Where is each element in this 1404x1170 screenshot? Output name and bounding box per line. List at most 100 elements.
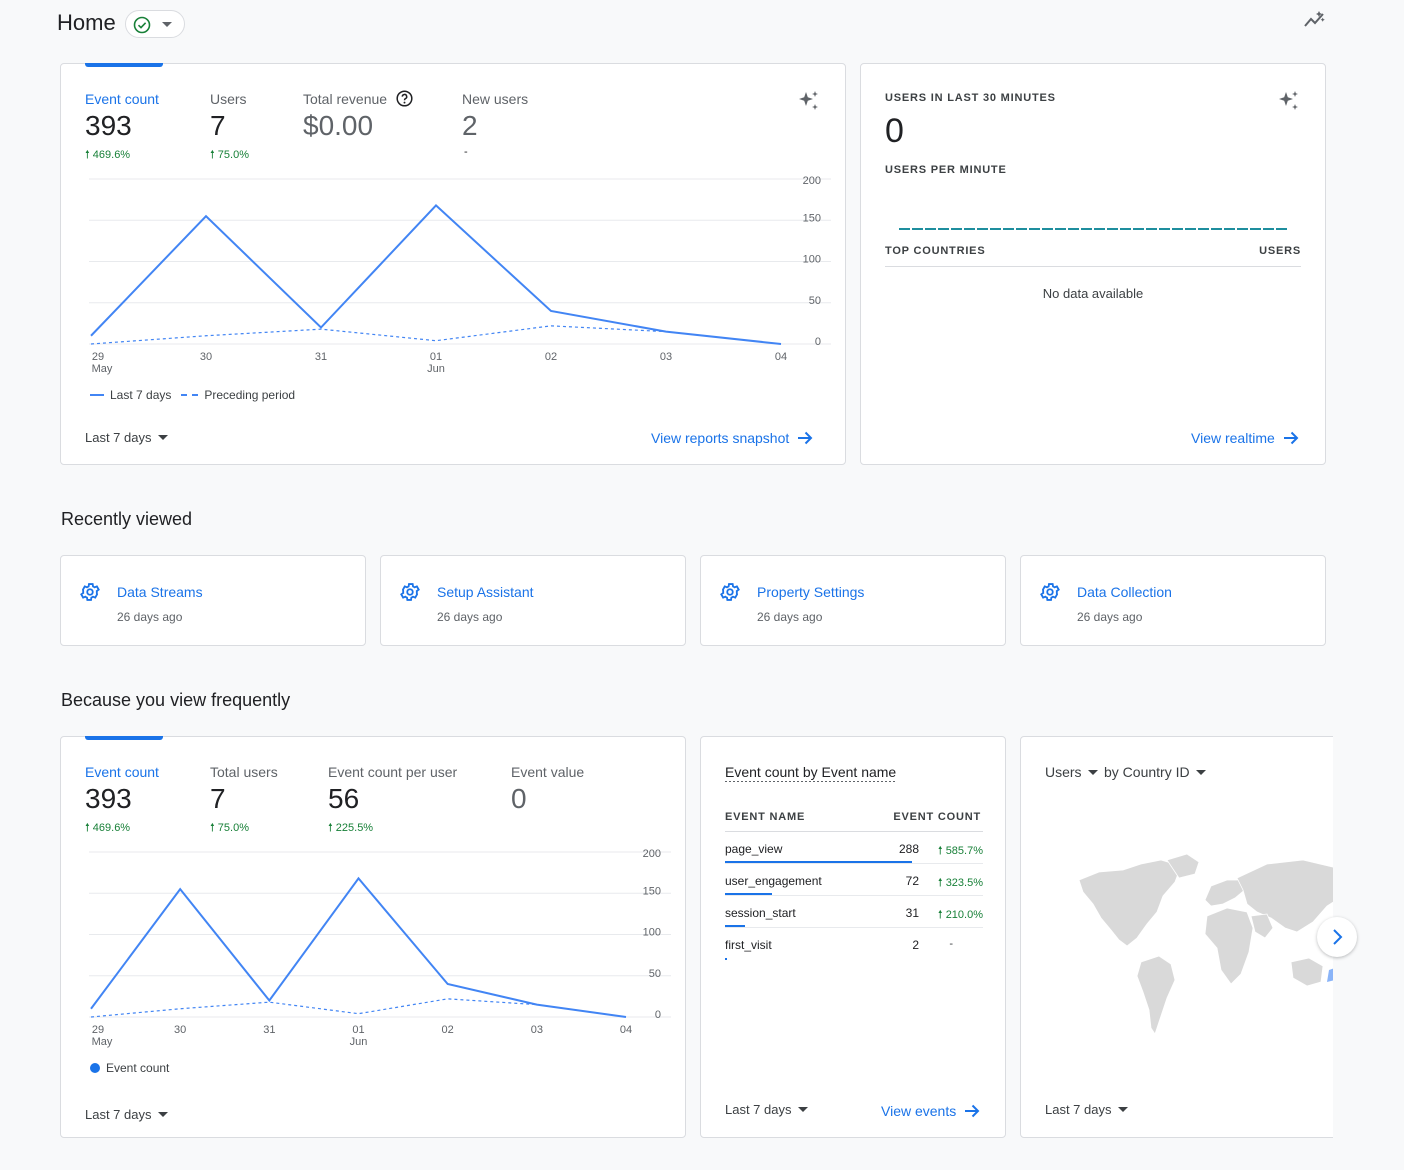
- recent-item-time: 26 days ago: [437, 610, 503, 624]
- event-count: 2: [912, 938, 919, 952]
- x-tick-label: 04: [620, 1024, 632, 1036]
- y-tick-label: 0: [655, 1009, 661, 1021]
- event-change: 🠕 210.0%: [937, 909, 983, 921]
- carousel-next-button[interactable]: [1317, 917, 1357, 957]
- users-by-country-card: Users by Country ID Last 7 days: [1020, 736, 1333, 1138]
- table-row[interactable]: first_visit 2 -: [725, 928, 983, 960]
- realtime-card: USERS IN LAST 30 MINUTES 0 USERS PER MIN…: [860, 63, 1326, 465]
- event-count: 72: [905, 874, 919, 888]
- event-change: -: [949, 938, 953, 950]
- series-line-previous: [90, 325, 782, 345]
- event-count: 31: [905, 906, 919, 920]
- users-column-header: USERS: [1259, 245, 1301, 257]
- page-title: Home: [57, 10, 116, 35]
- chart-legend: Event count: [90, 1061, 169, 1075]
- chevron-right-icon: [1333, 929, 1343, 945]
- event-change: 🠕 323.5%: [937, 877, 983, 889]
- sparkle-icon[interactable]: [797, 89, 821, 113]
- recent-item-time: 26 days ago: [117, 610, 183, 624]
- y-tick-label: 100: [803, 254, 821, 266]
- event-share-bar: [725, 925, 745, 927]
- x-tick-label: 02: [545, 351, 557, 363]
- event-share-bar: [725, 958, 727, 960]
- users-per-minute-label: USERS PER MINUTE: [885, 164, 1007, 176]
- y-tick-label: 50: [649, 968, 661, 980]
- legend-dashed-swatch: [181, 394, 199, 396]
- recent-item-title: Data Streams: [117, 584, 203, 600]
- recent-item-data-streams[interactable]: Data Streams 26 days ago: [60, 555, 366, 646]
- frequent-section-title: Because you view frequently: [61, 690, 291, 710]
- x-tick-label: 29: [92, 1024, 104, 1036]
- event-name: page_view: [725, 842, 783, 856]
- x-tick-label: 29: [92, 351, 104, 363]
- x-tick-label: Jun: [427, 363, 445, 375]
- view-events-link[interactable]: View events: [881, 1103, 980, 1119]
- realtime-title: USERS IN LAST 30 MINUTES: [885, 92, 1056, 104]
- table-row[interactable]: page_view 288 🠕 585.7%: [725, 832, 983, 864]
- events-card-title: Event count by Event name: [725, 764, 897, 782]
- no-data-text: No data available: [1042, 286, 1144, 301]
- date-range-dropdown[interactable]: Last 7 days: [85, 430, 168, 445]
- x-tick-label: 01: [352, 1024, 364, 1036]
- view-realtime-link[interactable]: View realtime: [1191, 430, 1299, 446]
- metric-value: $0.00: [303, 110, 374, 141]
- view-reports-snapshot-link[interactable]: View reports snapshot: [651, 430, 813, 446]
- recent-item-title: Property Settings: [757, 584, 865, 600]
- users-per-minute-bars: [899, 228, 1289, 230]
- caret-down-icon: [157, 1112, 168, 1117]
- frequent-metrics-card: Event count 393 🠕 469.6% Total users 7 🠕…: [60, 736, 686, 1138]
- series-line-current: [90, 203, 782, 345]
- metric-value: 393: [85, 110, 132, 141]
- event-name-column-header: EVENT NAME: [725, 811, 806, 823]
- date-range-dropdown[interactable]: Last 7 days: [1045, 1102, 1128, 1117]
- y-tick-label: 200: [803, 175, 821, 187]
- map-card-clip: Users by Country ID Last 7 days: [1020, 736, 1333, 1139]
- arrow-right-icon: [798, 431, 813, 445]
- event-count-column-header: EVENT COUNT: [893, 811, 981, 823]
- table-row[interactable]: user_engagement 72 🠕 323.5%: [725, 864, 983, 896]
- x-tick-label: May: [92, 363, 113, 375]
- sparkle-icon[interactable]: [1277, 89, 1301, 113]
- y-tick-label: 150: [643, 885, 661, 897]
- metric-change: 🠕 75.0%: [210, 149, 249, 161]
- world-map: [1078, 853, 1333, 1035]
- metric-value: 0: [511, 783, 527, 814]
- chart-legend: Last 7 days Preceding period: [90, 388, 295, 402]
- y-tick-label: 50: [809, 295, 821, 307]
- y-tick-label: 100: [643, 927, 661, 939]
- settings-gear-icon: [1040, 583, 1060, 601]
- help-icon[interactable]: [396, 90, 413, 107]
- metric-change: 🠕 225.5%: [328, 822, 374, 834]
- chevron-down-icon: [162, 22, 172, 27]
- recent-item-title: Data Collection: [1077, 584, 1172, 600]
- x-tick-label: 04: [775, 351, 787, 363]
- metric-value: 56: [328, 783, 360, 814]
- settings-gear-icon: [720, 583, 740, 601]
- recent-item-setup-assistant[interactable]: Setup Assistant 26 days ago: [380, 555, 686, 646]
- x-tick-label: 30: [174, 1024, 186, 1036]
- metric-change: 🠕 469.6%: [85, 822, 131, 834]
- event-share-bar: [725, 861, 912, 863]
- event-name: session_start: [725, 906, 796, 920]
- metric-dropdown[interactable]: Users: [1045, 764, 1098, 780]
- date-range-dropdown[interactable]: Last 7 days: [725, 1102, 808, 1117]
- recent-item-time: 26 days ago: [757, 610, 823, 624]
- metric-value: 393: [85, 783, 132, 814]
- date-range-dropdown[interactable]: Last 7 days: [85, 1107, 168, 1122]
- x-tick-label: 03: [531, 1024, 543, 1036]
- dimension-dropdown[interactable]: by Country ID: [1104, 764, 1206, 780]
- property-status-chip[interactable]: [125, 10, 185, 38]
- x-tick-label: May: [92, 1036, 113, 1048]
- recent-item-property-settings[interactable]: Property Settings 26 days ago: [700, 555, 1006, 646]
- recent-item-data-collection[interactable]: Data Collection 26 days ago: [1020, 555, 1326, 646]
- insights-icon[interactable]: [1303, 10, 1327, 30]
- divider: [885, 266, 1301, 267]
- legend-solid-swatch: [90, 394, 104, 396]
- active-metric-indicator: [85, 736, 163, 740]
- x-tick-label: 31: [263, 1024, 275, 1036]
- x-tick-label: Jun: [350, 1036, 368, 1048]
- table-row[interactable]: session_start 31 🠕 210.0%: [725, 896, 983, 928]
- x-tick-label: 02: [442, 1024, 454, 1036]
